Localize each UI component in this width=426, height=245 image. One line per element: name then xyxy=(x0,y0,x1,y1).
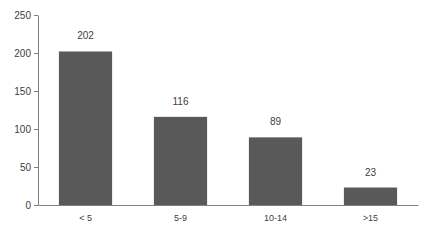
y-axis: 0 50 100 150 200 250 xyxy=(14,10,38,211)
y-tick-label: 0 xyxy=(25,200,31,211)
x-tick: 5-9 xyxy=(174,213,187,223)
bars xyxy=(59,51,397,205)
y-tick-mark xyxy=(34,15,38,16)
y-tick-mark xyxy=(34,91,38,92)
y-tick-label: 250 xyxy=(14,10,31,21)
y-tick-mark xyxy=(34,167,38,168)
y-tick: 50 xyxy=(20,162,38,173)
data-label: 202 xyxy=(77,30,94,41)
y-tick: 0 xyxy=(25,200,38,211)
data-label: 89 xyxy=(270,116,282,127)
y-tick: 200 xyxy=(14,48,38,59)
y-tick-label: 50 xyxy=(20,162,32,173)
x-tick-label: < 5 xyxy=(79,213,92,223)
plot: 0 50 100 150 200 250 < 5 5-9 10-14 >15 202 116 89 23 xyxy=(14,10,418,224)
x-tick: < 5 xyxy=(79,213,92,223)
x-tick-label: >15 xyxy=(363,213,378,223)
bar xyxy=(154,117,207,205)
y-tick-mark xyxy=(34,53,38,54)
y-tick-label: 100 xyxy=(14,124,31,135)
data-label: 116 xyxy=(173,96,189,107)
y-tick-label: 150 xyxy=(14,86,31,97)
y-tick: 250 xyxy=(14,10,38,21)
bar xyxy=(344,188,397,205)
x-tick: >15 xyxy=(363,213,378,223)
x-tick-label: 5-9 xyxy=(174,213,187,223)
x-axis: < 5 5-9 10-14 >15 xyxy=(39,206,419,224)
y-tick: 150 xyxy=(14,86,38,97)
y-tick-label: 200 xyxy=(14,48,31,59)
y-tick-mark xyxy=(34,205,38,206)
data-labels: 202 116 89 23 xyxy=(77,30,376,177)
bar xyxy=(249,137,302,205)
data-label: 23 xyxy=(365,167,377,178)
bar xyxy=(59,51,112,205)
chart: 0 50 100 150 200 250 < 5 5-9 10-14 >15 202 116 89 23 xyxy=(0,0,426,245)
y-axis-line xyxy=(38,16,39,206)
x-axis-line xyxy=(39,205,419,206)
y-tick: 100 xyxy=(14,124,38,135)
x-tick-label: 10-14 xyxy=(264,213,287,223)
y-tick-mark xyxy=(34,129,38,130)
x-tick: 10-14 xyxy=(264,213,287,223)
